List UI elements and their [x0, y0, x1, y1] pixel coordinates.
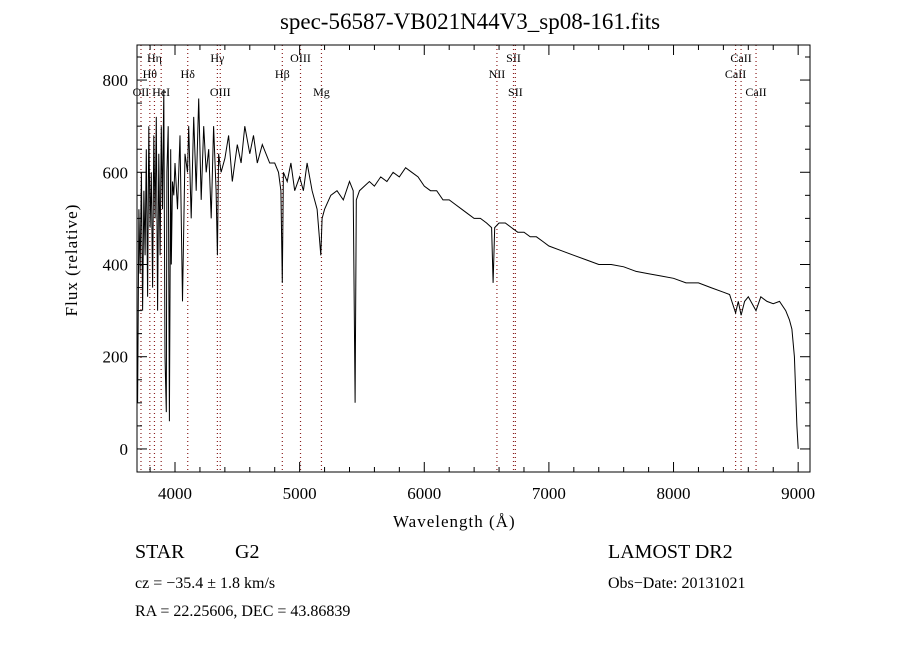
redshift-velocity: cz = −35.4 ± 1.8 km/s [135, 575, 276, 592]
y-tick-label: 800 [103, 71, 129, 90]
spectrum-line [137, 89, 799, 449]
y-axis-label: Flux (relative) [62, 203, 81, 317]
line-marker-label: HeI [152, 85, 170, 99]
line-marker-label: CaII [745, 85, 766, 99]
line-marker-label: Hβ [275, 67, 290, 81]
line-marker-label: Hθ [143, 67, 158, 81]
plot-frame [136, 44, 811, 473]
x-tick-label: 5000 [283, 484, 317, 503]
line-marker-label: OII [133, 85, 150, 99]
x-axis-label: Wavelength (Å) [393, 512, 516, 531]
y-tick-label: 200 [103, 348, 129, 367]
line-marker-label: OIII [290, 51, 311, 65]
survey-name: LAMOST DR2 [608, 541, 733, 563]
object-subclass: G2 [235, 541, 260, 563]
line-marker-label: CaII [730, 51, 751, 65]
line-marker-label: Hη [147, 51, 162, 65]
y-tick-label: 0 [120, 440, 129, 459]
line-marker-label: NII [489, 67, 506, 81]
x-tick-label: 9000 [781, 484, 815, 503]
coordinates: RA = 22.25606, DEC = 43.86839 [135, 603, 351, 620]
line-marker-label: SII [506, 51, 521, 65]
line-marker-label: CaII [725, 67, 746, 81]
y-tick-label: 600 [103, 163, 129, 182]
line-marker-label: Mg [313, 85, 330, 99]
chart-title: spec-56587-VB021N44V3_sp08-161.fits [279, 9, 661, 34]
x-tick-label: 7000 [532, 484, 566, 503]
object-class: STAR [135, 541, 185, 563]
x-tick-label: 6000 [407, 484, 441, 503]
y-tick-label: 400 [103, 255, 129, 274]
line-marker-label: Hδ [181, 67, 196, 81]
line-marker-label: SII [508, 85, 523, 99]
line-marker-label: Hγ [210, 51, 225, 65]
line-marker-label: OIII [210, 85, 231, 99]
observation-date: Obs−Date: 20131021 [608, 575, 746, 592]
x-tick-label: 4000 [158, 484, 192, 503]
x-tick-label: 8000 [657, 484, 691, 503]
